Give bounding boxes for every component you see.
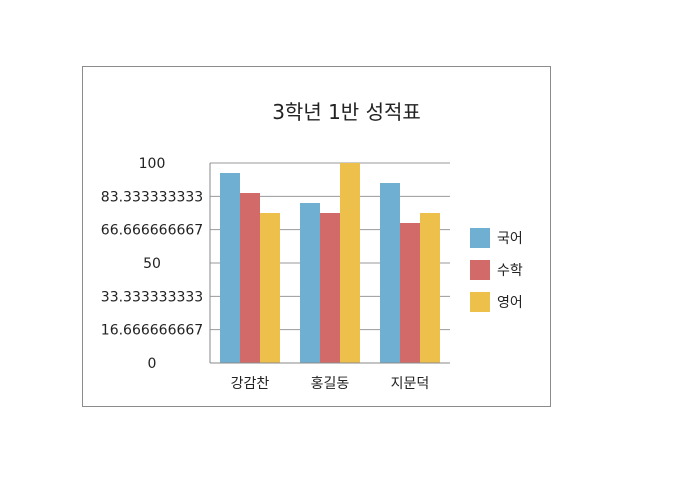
y-tick-label: 16.666666667 — [101, 323, 203, 339]
chart-title: 3학년 1반 성적표 — [272, 100, 421, 124]
y-tick-label: 66.666666667 — [101, 223, 203, 239]
legend-swatch — [470, 228, 490, 248]
y-tick-label: 100 — [139, 156, 166, 172]
bar — [260, 213, 280, 363]
y-tick-label: 0 — [148, 356, 157, 372]
bar — [400, 223, 420, 363]
axes — [209, 163, 450, 364]
legend-swatch — [470, 260, 490, 280]
category-label: 지문덕 — [391, 376, 430, 392]
bar — [240, 193, 260, 363]
category-labels: 강감찬 홍길동 지문덕 — [231, 376, 430, 392]
y-tick-labels: 0 16.666666667 33.333333333 50 66.666666667 8… — [101, 156, 203, 372]
legend-label: 영어 — [497, 295, 523, 311]
y-tick-label: 83.333333333 — [101, 189, 203, 205]
legend-swatch — [470, 292, 490, 312]
legend-label: 국어 — [497, 231, 523, 247]
category-label: 강감찬 — [231, 376, 270, 392]
y-tick-label: 33.333333333 — [101, 289, 203, 305]
bar — [420, 213, 440, 363]
y-tick-label: 50 — [143, 256, 161, 272]
bars — [220, 163, 440, 363]
bar — [320, 213, 340, 363]
bar — [220, 173, 240, 363]
legend-label: 수학 — [497, 263, 523, 279]
bar — [380, 183, 400, 363]
bar — [340, 163, 360, 363]
category-label: 홍길동 — [311, 376, 350, 392]
bar — [300, 203, 320, 363]
